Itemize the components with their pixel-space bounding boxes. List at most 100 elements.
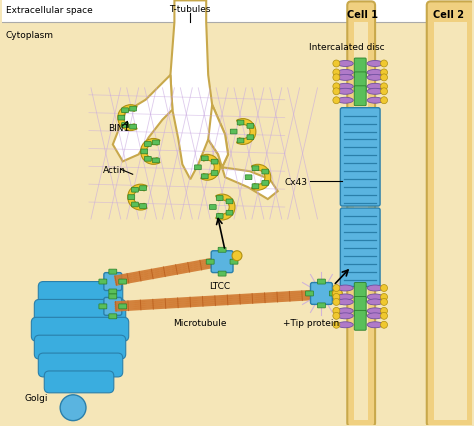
FancyBboxPatch shape xyxy=(310,283,332,305)
FancyBboxPatch shape xyxy=(206,259,214,265)
FancyBboxPatch shape xyxy=(201,175,208,179)
FancyBboxPatch shape xyxy=(122,109,128,113)
Text: Cell 1: Cell 1 xyxy=(346,10,378,20)
Circle shape xyxy=(381,70,388,77)
Circle shape xyxy=(381,313,388,320)
FancyBboxPatch shape xyxy=(230,130,237,135)
FancyBboxPatch shape xyxy=(31,317,129,341)
FancyBboxPatch shape xyxy=(38,282,123,306)
Text: Microtubule: Microtubule xyxy=(173,319,227,328)
FancyBboxPatch shape xyxy=(119,304,127,309)
FancyBboxPatch shape xyxy=(99,304,107,309)
FancyBboxPatch shape xyxy=(226,211,233,216)
FancyBboxPatch shape xyxy=(252,184,259,189)
FancyBboxPatch shape xyxy=(318,279,326,285)
FancyBboxPatch shape xyxy=(354,297,366,317)
Wedge shape xyxy=(237,119,256,145)
Ellipse shape xyxy=(367,313,383,319)
FancyBboxPatch shape xyxy=(245,176,252,180)
FancyBboxPatch shape xyxy=(132,203,138,207)
Polygon shape xyxy=(208,106,278,200)
Circle shape xyxy=(333,322,340,328)
FancyBboxPatch shape xyxy=(145,157,151,162)
FancyBboxPatch shape xyxy=(141,150,147,154)
FancyBboxPatch shape xyxy=(427,3,474,426)
Ellipse shape xyxy=(367,89,383,95)
FancyBboxPatch shape xyxy=(130,125,137,130)
Bar xyxy=(1,1,473,23)
Bar xyxy=(434,23,467,420)
FancyBboxPatch shape xyxy=(262,181,269,186)
FancyBboxPatch shape xyxy=(211,171,218,176)
Circle shape xyxy=(381,299,388,306)
Text: Cell 2: Cell 2 xyxy=(433,10,464,20)
FancyBboxPatch shape xyxy=(354,59,366,79)
FancyBboxPatch shape xyxy=(194,166,201,170)
Circle shape xyxy=(333,75,340,82)
Circle shape xyxy=(333,89,340,95)
Ellipse shape xyxy=(337,322,353,328)
Circle shape xyxy=(333,70,340,77)
FancyBboxPatch shape xyxy=(153,158,159,164)
FancyBboxPatch shape xyxy=(340,209,380,287)
FancyBboxPatch shape xyxy=(44,371,114,393)
Circle shape xyxy=(333,299,340,306)
Ellipse shape xyxy=(337,308,353,314)
Ellipse shape xyxy=(337,285,353,291)
Ellipse shape xyxy=(367,75,383,81)
FancyBboxPatch shape xyxy=(252,167,259,171)
Circle shape xyxy=(333,83,340,91)
FancyBboxPatch shape xyxy=(354,311,366,331)
FancyBboxPatch shape xyxy=(218,271,226,276)
Text: Actin: Actin xyxy=(103,165,126,174)
Circle shape xyxy=(232,251,242,261)
Circle shape xyxy=(381,322,388,328)
Circle shape xyxy=(333,313,340,320)
Circle shape xyxy=(381,308,388,314)
Circle shape xyxy=(333,308,340,314)
FancyBboxPatch shape xyxy=(109,289,117,294)
Ellipse shape xyxy=(367,294,383,300)
Ellipse shape xyxy=(367,61,383,67)
FancyBboxPatch shape xyxy=(128,195,135,200)
Ellipse shape xyxy=(367,299,383,305)
FancyBboxPatch shape xyxy=(140,204,146,209)
FancyBboxPatch shape xyxy=(354,283,366,303)
FancyBboxPatch shape xyxy=(340,109,380,207)
Circle shape xyxy=(332,289,342,299)
FancyBboxPatch shape xyxy=(262,170,269,175)
FancyBboxPatch shape xyxy=(34,300,126,323)
FancyBboxPatch shape xyxy=(306,291,313,296)
FancyBboxPatch shape xyxy=(247,124,254,129)
FancyBboxPatch shape xyxy=(347,3,375,426)
FancyBboxPatch shape xyxy=(226,199,233,204)
Text: Intercalated disc: Intercalated disc xyxy=(310,43,385,52)
FancyBboxPatch shape xyxy=(109,294,117,299)
FancyBboxPatch shape xyxy=(109,270,117,274)
Ellipse shape xyxy=(337,299,353,305)
Wedge shape xyxy=(118,106,137,131)
Circle shape xyxy=(381,75,388,82)
Wedge shape xyxy=(216,195,235,220)
Circle shape xyxy=(333,294,340,301)
FancyBboxPatch shape xyxy=(132,188,138,193)
FancyBboxPatch shape xyxy=(109,314,117,319)
FancyBboxPatch shape xyxy=(247,135,254,140)
FancyBboxPatch shape xyxy=(237,139,244,144)
FancyBboxPatch shape xyxy=(153,141,159,145)
Text: Extracellular space: Extracellular space xyxy=(6,6,92,15)
FancyBboxPatch shape xyxy=(218,248,226,253)
FancyBboxPatch shape xyxy=(354,73,366,92)
Ellipse shape xyxy=(337,70,353,76)
Text: BIN1: BIN1 xyxy=(108,124,129,133)
Circle shape xyxy=(381,89,388,95)
Circle shape xyxy=(333,98,340,104)
FancyBboxPatch shape xyxy=(216,214,223,219)
FancyBboxPatch shape xyxy=(118,116,125,121)
FancyBboxPatch shape xyxy=(329,291,337,296)
Ellipse shape xyxy=(337,75,353,81)
Ellipse shape xyxy=(337,313,353,319)
Circle shape xyxy=(381,98,388,104)
Polygon shape xyxy=(171,1,228,180)
FancyBboxPatch shape xyxy=(201,157,208,161)
